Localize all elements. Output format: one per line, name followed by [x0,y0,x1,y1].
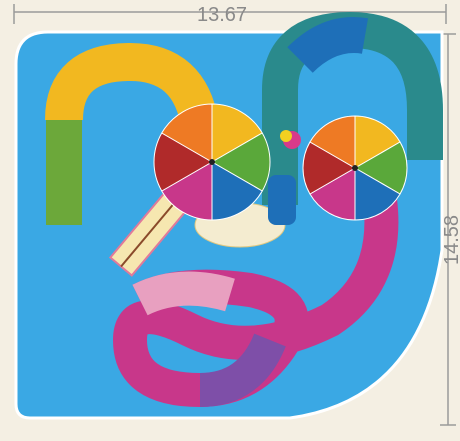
tower [268,175,296,225]
height-label: 14.58 [441,215,460,265]
umbrella-wedge [309,167,356,221]
slide-yellow [45,42,219,129]
umbrellas [153,103,408,221]
umbrella-wedge [161,103,213,163]
umbrella-wedge [354,115,401,169]
ladder-rail [120,196,180,268]
umbrella-wedge [354,141,408,195]
umbrella-wedge [211,103,263,163]
umbrella-wedge [354,167,401,221]
umbrella-center [209,159,215,165]
slide-pink [112,197,399,408]
umbrella-wedge [302,141,356,195]
umbrella-center [352,165,358,171]
umbrella-wedge [211,161,263,221]
umbrella-wedge [211,132,271,192]
slide-purple [199,333,286,407]
umbrella-wedge [309,115,356,169]
slide-blue [287,17,369,74]
umbrella-wedge [153,132,213,192]
slide-light-pink [132,271,235,316]
width-label: 13.67 [197,4,247,26]
ornament [280,130,292,142]
umbrella-wedge [161,161,213,221]
